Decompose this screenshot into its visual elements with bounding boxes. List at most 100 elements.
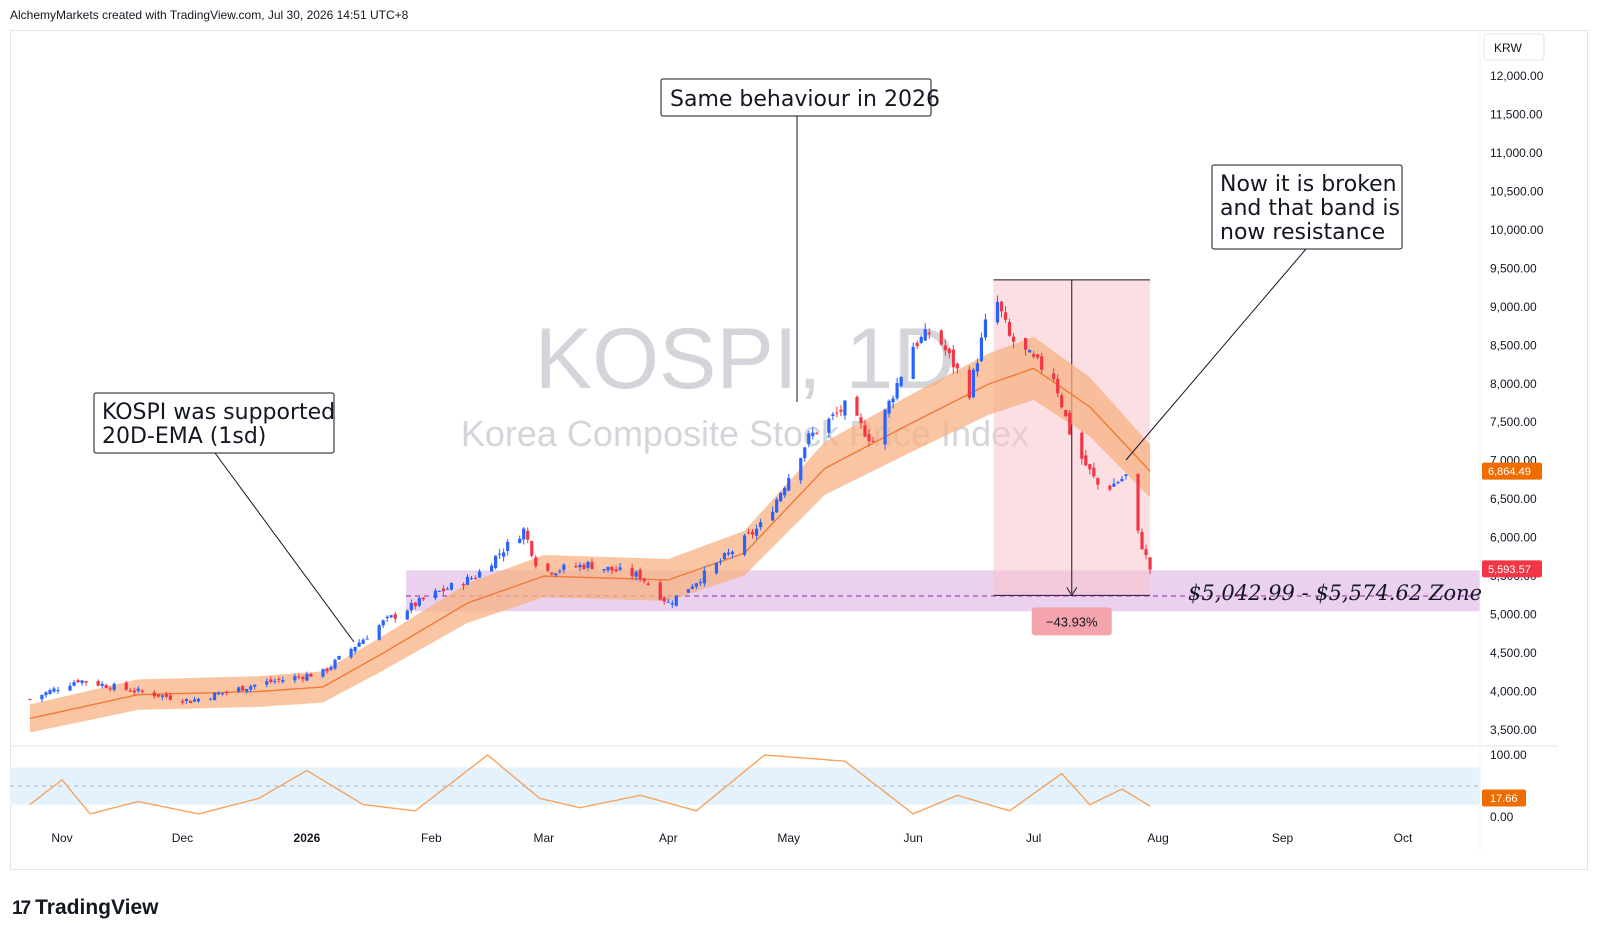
- candle[interactable]: [831, 412, 835, 421]
- candle[interactable]: [44, 691, 48, 698]
- candle[interactable]: [100, 681, 104, 689]
- candle[interactable]: [216, 691, 221, 695]
- candle[interactable]: [361, 638, 365, 645]
- candle[interactable]: [212, 692, 217, 701]
- callout-left-box[interactable]: [93, 392, 335, 454]
- candle[interactable]: [919, 335, 923, 344]
- candle[interactable]: [381, 619, 385, 628]
- candle[interactable]: [253, 684, 257, 690]
- candle[interactable]: [690, 583, 694, 590]
- candle[interactable]: [722, 552, 727, 560]
- candle[interactable]: [1144, 544, 1148, 560]
- candle[interactable]: [1096, 477, 1100, 490]
- candle[interactable]: [859, 413, 863, 429]
- candle[interactable]: [196, 697, 201, 703]
- candle[interactable]: [132, 687, 136, 696]
- candle[interactable]: [554, 572, 558, 578]
- candle[interactable]: [1148, 556, 1152, 574]
- candle[interactable]: [124, 680, 128, 692]
- candle[interactable]: [385, 615, 389, 623]
- candle[interactable]: [618, 562, 622, 571]
- candle[interactable]: [490, 563, 494, 572]
- candle[interactable]: [726, 548, 731, 557]
- candle[interactable]: [1056, 374, 1060, 398]
- candle[interactable]: [184, 698, 189, 704]
- candle[interactable]: [923, 323, 927, 342]
- candle[interactable]: [1084, 450, 1088, 467]
- candle[interactable]: [698, 578, 702, 587]
- candle[interactable]: [750, 528, 755, 539]
- candle[interactable]: [590, 558, 594, 570]
- candle[interactable]: [96, 679, 100, 687]
- candle[interactable]: [694, 582, 698, 590]
- candle[interactable]: [128, 688, 132, 693]
- candle[interactable]: [827, 417, 831, 438]
- candle[interactable]: [353, 646, 357, 655]
- candle[interactable]: [883, 408, 887, 450]
- candle[interactable]: [1092, 462, 1096, 479]
- candle[interactable]: [52, 686, 56, 694]
- candle[interactable]: [630, 563, 634, 580]
- candle[interactable]: [943, 339, 947, 356]
- candle[interactable]: [265, 678, 269, 688]
- candle[interactable]: [461, 582, 466, 590]
- candle[interactable]: [433, 588, 437, 601]
- candle[interactable]: [220, 692, 225, 696]
- candle[interactable]: [1068, 409, 1072, 436]
- candle[interactable]: [522, 527, 526, 545]
- candle[interactable]: [104, 683, 108, 689]
- candle[interactable]: [586, 560, 590, 572]
- candle[interactable]: [754, 524, 759, 540]
- candle[interactable]: [899, 376, 903, 388]
- candle[interactable]: [606, 566, 610, 573]
- candle[interactable]: [666, 598, 670, 603]
- candle[interactable]: [658, 579, 662, 601]
- candle[interactable]: [241, 685, 245, 691]
- candle[interactable]: [333, 658, 337, 671]
- candle[interactable]: [787, 473, 791, 492]
- candle[interactable]: [518, 535, 522, 544]
- candle[interactable]: [714, 562, 719, 575]
- candle[interactable]: [160, 694, 164, 701]
- candle[interactable]: [413, 601, 417, 610]
- candle[interactable]: [730, 550, 735, 559]
- candle[interactable]: [947, 347, 951, 359]
- candle[interactable]: [1003, 306, 1008, 323]
- tradingview-logo[interactable]: 17 TradingView: [12, 896, 158, 920]
- candle[interactable]: [249, 684, 253, 693]
- candle[interactable]: [140, 689, 144, 694]
- candle[interactable]: [1108, 484, 1112, 492]
- candle[interactable]: [779, 491, 783, 503]
- candle[interactable]: [646, 581, 650, 586]
- candle[interactable]: [112, 682, 116, 692]
- candle[interactable]: [208, 697, 213, 701]
- candle[interactable]: [546, 563, 550, 573]
- candle[interactable]: [1036, 353, 1040, 360]
- candle[interactable]: [807, 430, 811, 448]
- candle[interactable]: [498, 548, 502, 560]
- candle[interactable]: [188, 700, 193, 704]
- candle[interactable]: [662, 596, 666, 605]
- candle[interactable]: [421, 597, 425, 602]
- candle[interactable]: [1023, 337, 1028, 356]
- candle[interactable]: [1140, 528, 1144, 550]
- candle[interactable]: [465, 574, 470, 586]
- candle[interactable]: [702, 566, 706, 587]
- candle[interactable]: [759, 518, 763, 531]
- candle[interactable]: [506, 539, 510, 556]
- candle[interactable]: [1116, 480, 1120, 485]
- candle[interactable]: [534, 554, 538, 569]
- candle[interactable]: [437, 590, 442, 592]
- candle[interactable]: [674, 595, 678, 607]
- candle[interactable]: [835, 406, 839, 418]
- candle[interactable]: [670, 599, 674, 609]
- candle[interactable]: [502, 548, 506, 562]
- candle[interactable]: [610, 566, 614, 575]
- currency-box[interactable]: [1483, 33, 1545, 61]
- candle[interactable]: [281, 676, 285, 684]
- candle[interactable]: [526, 527, 530, 544]
- candle[interactable]: [871, 436, 875, 443]
- candle[interactable]: [269, 676, 273, 684]
- candle[interactable]: [48, 688, 52, 695]
